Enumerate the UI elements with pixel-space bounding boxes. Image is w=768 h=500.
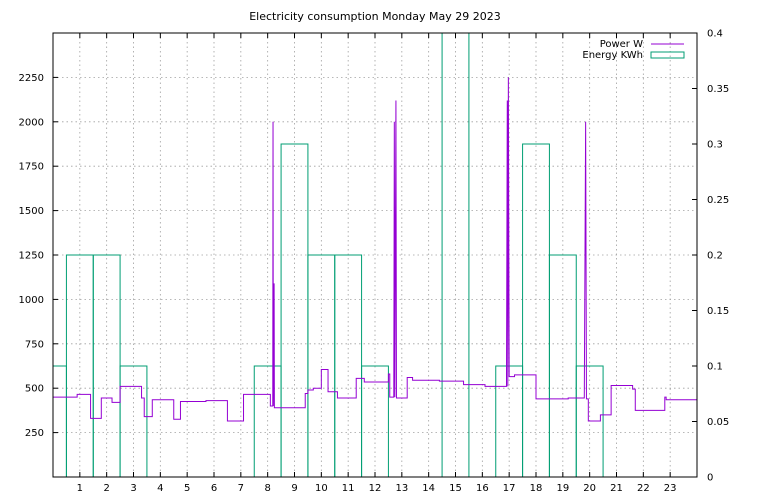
y-left-tick-label: 1000: [19, 295, 44, 306]
x-tick-label: 15: [449, 483, 462, 494]
x-tick-label: 21: [610, 483, 623, 494]
legend-label-power: Power W: [600, 39, 643, 50]
y-left-tick-label: 1750: [19, 162, 44, 173]
legend-swatch-energy: [650, 51, 685, 59]
energy-bar: [522, 143, 550, 477]
x-tick-label: 19: [556, 483, 569, 494]
energy-bar: [280, 143, 309, 477]
x-tick-label: 1: [77, 483, 83, 494]
x-tick-label: 22: [637, 483, 650, 494]
x-tick-label: 7: [238, 483, 244, 494]
x-tick-label: 14: [422, 483, 435, 494]
x-tick-label: 9: [291, 483, 297, 494]
y-left-tick-label: 2000: [19, 117, 44, 128]
y-right-tick-label: 0.1: [707, 362, 723, 373]
y-right-tick-label: 0.15: [707, 306, 729, 317]
y-right-tick-label: 0.4: [707, 29, 723, 40]
y-left-tick-label: 1500: [19, 206, 44, 217]
y-right-tick-label: 0.25: [707, 195, 729, 206]
x-tick-label: 10: [315, 483, 328, 494]
x-tick-label: 16: [476, 483, 489, 494]
y-left-tick-label: 750: [25, 339, 44, 350]
x-tick-label: 17: [503, 483, 516, 494]
x-axis: 1 2 3 4 5 6 7 8 9 10 11 12 13 14 15 16 17 18 19 20 21 22 23: [77, 33, 677, 494]
x-tick-label: 13: [395, 483, 408, 494]
y-right-tick-label: 0.3: [707, 140, 723, 151]
x-tick-label: 23: [664, 483, 677, 494]
x-tick-label: 12: [369, 483, 382, 494]
x-tick-label: 20: [583, 483, 596, 494]
y-right-tick-label: 0.35: [707, 84, 729, 95]
energy-bar: [361, 365, 389, 477]
y-left-tick-label: 500: [25, 384, 44, 395]
legend: Power W Energy KWh: [582, 39, 685, 61]
y-axis-left: 250 500 750 1000 1250 1500 1750 2000 2250: [19, 73, 58, 439]
chart-title: Electricity consumption Monday May 29 20…: [249, 10, 501, 23]
x-tick-label: 8: [264, 483, 270, 494]
x-tick-label: 18: [530, 483, 543, 494]
x-tick-label: 6: [211, 483, 217, 494]
x-tick-label: 2: [103, 483, 109, 494]
grid: [53, 33, 697, 477]
y-left-tick-label: 1250: [19, 251, 44, 262]
x-tick-label: 11: [342, 483, 355, 494]
x-tick-label: 5: [184, 483, 190, 494]
y-left-tick-label: 250: [25, 428, 44, 439]
energy-series: [52, 32, 604, 477]
y-right-tick-label: 0.2: [707, 251, 723, 262]
energy-bar: [52, 365, 67, 477]
energy-bar: [575, 365, 604, 477]
y-right-tick-label: 0: [707, 473, 713, 484]
x-tick-label: 3: [130, 483, 136, 494]
legend-label-energy: Energy KWh: [582, 50, 643, 61]
power-line: [53, 77, 697, 422]
y-right-tick-label: 0.05: [707, 417, 729, 428]
y-left-tick-label: 2250: [19, 73, 44, 84]
x-tick-label: 4: [157, 483, 163, 494]
power-series: [53, 77, 697, 422]
y-axis-right: 0 0.05 0.1 0.15 0.2 0.25 0.3 0.35 0.4: [692, 29, 729, 484]
energy-bar: [119, 365, 148, 477]
